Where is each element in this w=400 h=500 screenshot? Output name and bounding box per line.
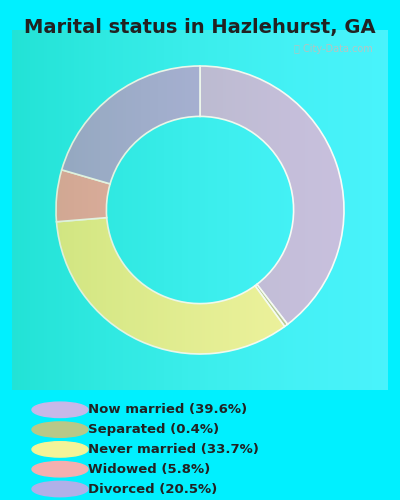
Text: Marital status in Hazlehurst, GA: Marital status in Hazlehurst, GA (24, 18, 376, 36)
Circle shape (32, 422, 88, 438)
Wedge shape (62, 66, 200, 184)
Wedge shape (56, 170, 110, 222)
Text: Never married (33.7%): Never married (33.7%) (88, 443, 259, 456)
Wedge shape (255, 284, 288, 327)
Circle shape (32, 442, 88, 457)
Circle shape (32, 482, 88, 496)
Circle shape (32, 462, 88, 477)
Text: Now married (39.6%): Now married (39.6%) (88, 404, 247, 416)
Text: Widowed (5.8%): Widowed (5.8%) (88, 462, 210, 475)
Text: ⓘ City-Data.com: ⓘ City-Data.com (294, 44, 373, 54)
Text: Separated (0.4%): Separated (0.4%) (88, 423, 219, 436)
Wedge shape (56, 218, 285, 354)
Wedge shape (200, 66, 344, 324)
Circle shape (32, 402, 88, 417)
Text: Divorced (20.5%): Divorced (20.5%) (88, 482, 217, 496)
